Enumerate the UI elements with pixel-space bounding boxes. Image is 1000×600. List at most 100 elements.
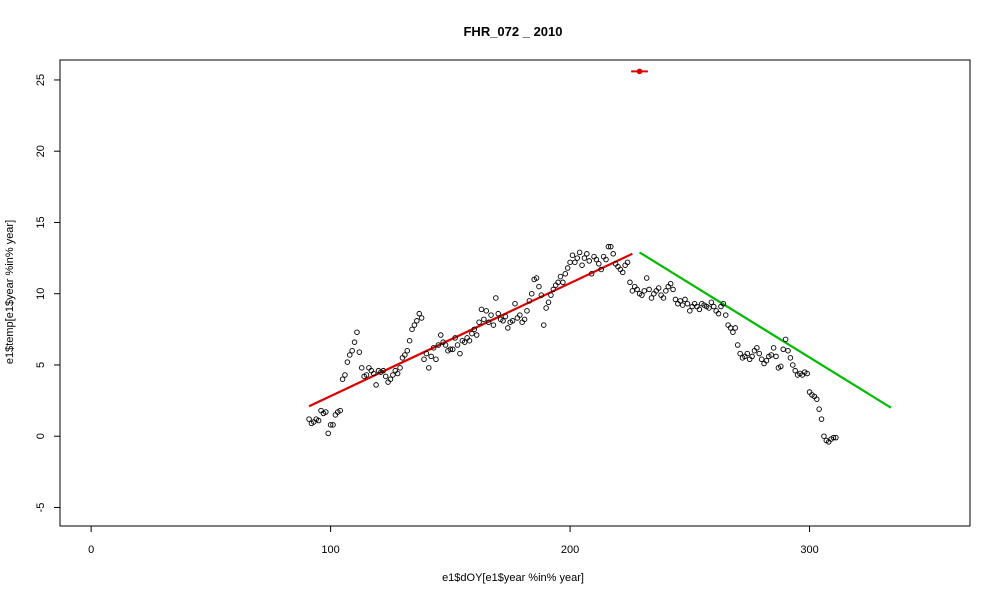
y-tick-label: -5 [35,503,47,513]
data-point [469,330,475,337]
y-axis: -5 0 5 10 15 20 25 [35,74,60,513]
data-point [452,335,458,341]
data-point [370,370,377,377]
data-point [763,357,770,364]
fit-line [638,251,892,409]
x-axis-label: e1$dOY[e1$year %in% year] [442,572,584,584]
highlight-point [636,68,643,75]
y-tick-label: 5 [35,362,47,368]
data-point [550,286,557,293]
data-point [433,356,439,363]
data-point [533,275,540,281]
data-point [624,259,631,266]
data-point [641,288,648,294]
x-tick-label: 200 [561,544,579,556]
data-point [337,407,343,414]
data-point [330,422,336,428]
data-point [778,363,784,370]
data-point [505,325,511,331]
data-point [584,251,590,257]
data-point [730,329,736,335]
data-point [414,318,420,324]
data-point [548,292,554,298]
data-point [780,346,786,353]
data-point [634,286,640,293]
data-point [447,346,454,353]
data-point [643,275,650,281]
data-point [679,302,686,308]
data-point [782,336,789,343]
data-point [744,350,751,357]
data-point [421,356,427,363]
data-point [610,251,616,257]
data-point [323,409,329,415]
data-point [382,373,389,380]
data-point [454,342,461,348]
data-point [390,372,396,378]
data-point [579,262,585,268]
data-point [620,269,626,276]
data-point [569,252,576,258]
data-point [529,290,535,297]
data-point [473,332,480,338]
data-point [438,332,444,338]
data-point [756,350,763,357]
data-point [358,365,365,371]
data-point [734,342,741,348]
data-point [495,310,501,317]
data-point [342,372,348,378]
data-point [540,322,547,328]
data-point [442,342,449,348]
data-point [502,313,509,320]
data-point [770,345,777,351]
data-point [596,261,602,267]
data-point [306,416,312,422]
data-point [344,359,351,365]
chart-title: FHR_072 _ 2010 [463,24,562,39]
x-axis: 0 100 200 300 [88,526,819,556]
data-point [706,305,712,311]
data-point [536,283,542,290]
data-point [603,256,609,263]
data-point [423,350,430,357]
data-point [476,319,482,325]
data-point [588,271,595,277]
data-point [500,318,506,324]
y-tick-label: 25 [35,74,47,86]
data-point [818,416,825,422]
data-point [708,299,715,306]
data-point [593,256,600,263]
data-point [416,310,422,317]
data-point [749,353,755,360]
data-point [830,434,837,441]
data-point [428,353,434,360]
data-point [660,295,667,301]
data-point [394,370,401,377]
data-point [545,299,552,306]
data-point [833,434,839,441]
data-point [696,306,703,313]
data-point [493,295,499,301]
data-point [816,406,822,412]
data-point [418,315,425,321]
data-point [715,310,722,317]
data-point [524,308,530,314]
data-point [478,306,485,313]
data-point [586,258,592,264]
data-point [526,298,533,304]
data-point [327,422,334,428]
x-tick-label: 0 [88,544,94,556]
data-point [521,316,528,323]
y-tick-label: 0 [35,433,47,439]
data-point [483,308,490,314]
data-point [560,279,566,286]
data-point [351,339,358,345]
data-point [325,430,331,437]
y-tick-label: 20 [35,145,47,157]
data-point [598,266,604,273]
data-point [426,365,432,371]
data-point [538,292,545,298]
data-point [517,312,523,318]
data-point [373,382,379,388]
